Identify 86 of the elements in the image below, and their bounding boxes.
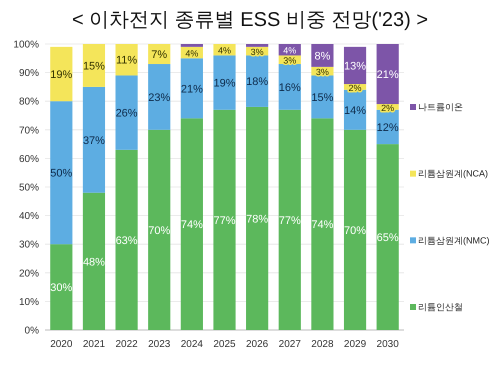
- data-label: 15%: [82, 60, 106, 72]
- data-label: 70%: [344, 224, 366, 237]
- data-label: 4%: [283, 46, 296, 56]
- legend-label: 리튬삼원계(NCA): [418, 168, 488, 179]
- bar: [180, 118, 203, 330]
- x-tick-label: 2023: [148, 339, 171, 350]
- x-tick-label: 2025: [213, 339, 236, 350]
- bar: [50, 101, 72, 244]
- y-tick-label: 50%: [18, 182, 40, 194]
- y-tick-label: 100%: [13, 40, 40, 50]
- data-label: 63%: [116, 234, 138, 247]
- y-tick-label: 0%: [24, 326, 40, 336]
- bar: [148, 64, 170, 130]
- bar: [213, 55, 236, 110]
- bar: [246, 106, 268, 330]
- y-tick-label: 80%: [18, 96, 40, 108]
- data-label: 74%: [311, 219, 334, 232]
- y-tick-label: 90%: [18, 68, 40, 80]
- x-tick-label: 2030: [376, 339, 400, 350]
- data-label: 7%: [151, 49, 168, 62]
- data-label: 14%: [344, 104, 366, 117]
- y-tick-label: 40%: [18, 211, 40, 222]
- bar: [246, 44, 268, 47]
- chart-title: < 이차전지 종류별 ESS 비중 전망('23) >: [72, 9, 428, 31]
- bar: [115, 75, 138, 150]
- data-label: 50%: [50, 168, 73, 180]
- data-label: 30%: [50, 282, 73, 294]
- data-label: 3%: [283, 56, 296, 66]
- data-label: 74%: [180, 219, 204, 232]
- data-label: 4%: [218, 46, 232, 56]
- data-label: 19%: [213, 78, 236, 90]
- data-label: 3%: [250, 47, 264, 58]
- data-label: 70%: [148, 224, 170, 237]
- bar: [82, 86, 106, 193]
- data-label: 77%: [213, 214, 236, 227]
- bar: [180, 58, 203, 118]
- data-label: 78%: [246, 213, 268, 226]
- y-tick-label: 20%: [18, 268, 40, 280]
- bar: [50, 46, 72, 102]
- x-tick-label: 2029: [344, 339, 367, 350]
- data-label: 18%: [246, 76, 268, 88]
- bar: [278, 64, 301, 110]
- data-label: 26%: [116, 108, 138, 120]
- bar: [376, 144, 399, 330]
- data-label: 13%: [344, 60, 366, 72]
- data-label: 19%: [50, 69, 73, 82]
- y-tick-label: 70%: [18, 125, 40, 136]
- bar: [180, 44, 203, 47]
- data-label: 65%: [376, 232, 399, 244]
- x-tick-label: 2024: [180, 339, 204, 350]
- legend-label: 리튬삼원계(NMC): [418, 235, 490, 246]
- legend-label: 리튬인산철: [418, 302, 463, 312]
- bar: [278, 110, 301, 330]
- legend-label: 나트륨이온: [418, 102, 463, 112]
- bar: [246, 55, 268, 107]
- x-tick-label: 2028: [311, 339, 334, 350]
- bar: [376, 44, 399, 104]
- data-label: 16%: [278, 82, 301, 94]
- bar: [213, 110, 236, 330]
- data-label: 15%: [311, 92, 334, 104]
- bar: [344, 130, 366, 330]
- y-tick-label: 60%: [18, 154, 40, 165]
- x-tick-label: 2022: [115, 339, 138, 350]
- y-tick-label: 30%: [18, 240, 40, 251]
- bar: [50, 244, 72, 330]
- bar: [148, 130, 170, 330]
- bar: [82, 192, 106, 330]
- y-tick-label: 10%: [18, 296, 40, 308]
- x-tick-label: 2020: [50, 339, 73, 350]
- data-label: 11%: [116, 54, 138, 67]
- data-label: 37%: [82, 134, 106, 147]
- x-tick-label: 2026: [246, 339, 269, 350]
- data-label: 8%: [314, 50, 331, 62]
- bar: [82, 44, 106, 87]
- data-label: 4%: [185, 48, 198, 59]
- data-label: 12%: [376, 122, 399, 134]
- x-tick-label: 2021: [82, 339, 106, 350]
- bar: [115, 150, 138, 330]
- data-label: 48%: [82, 256, 106, 268]
- data-label: 77%: [278, 214, 301, 227]
- x-tick-label: 2027: [278, 339, 302, 350]
- data-label: 21%: [376, 69, 399, 82]
- data-label: 21%: [180, 83, 204, 96]
- data-label: 3%: [316, 67, 329, 78]
- data-label: 23%: [148, 92, 170, 104]
- bar: [311, 118, 334, 330]
